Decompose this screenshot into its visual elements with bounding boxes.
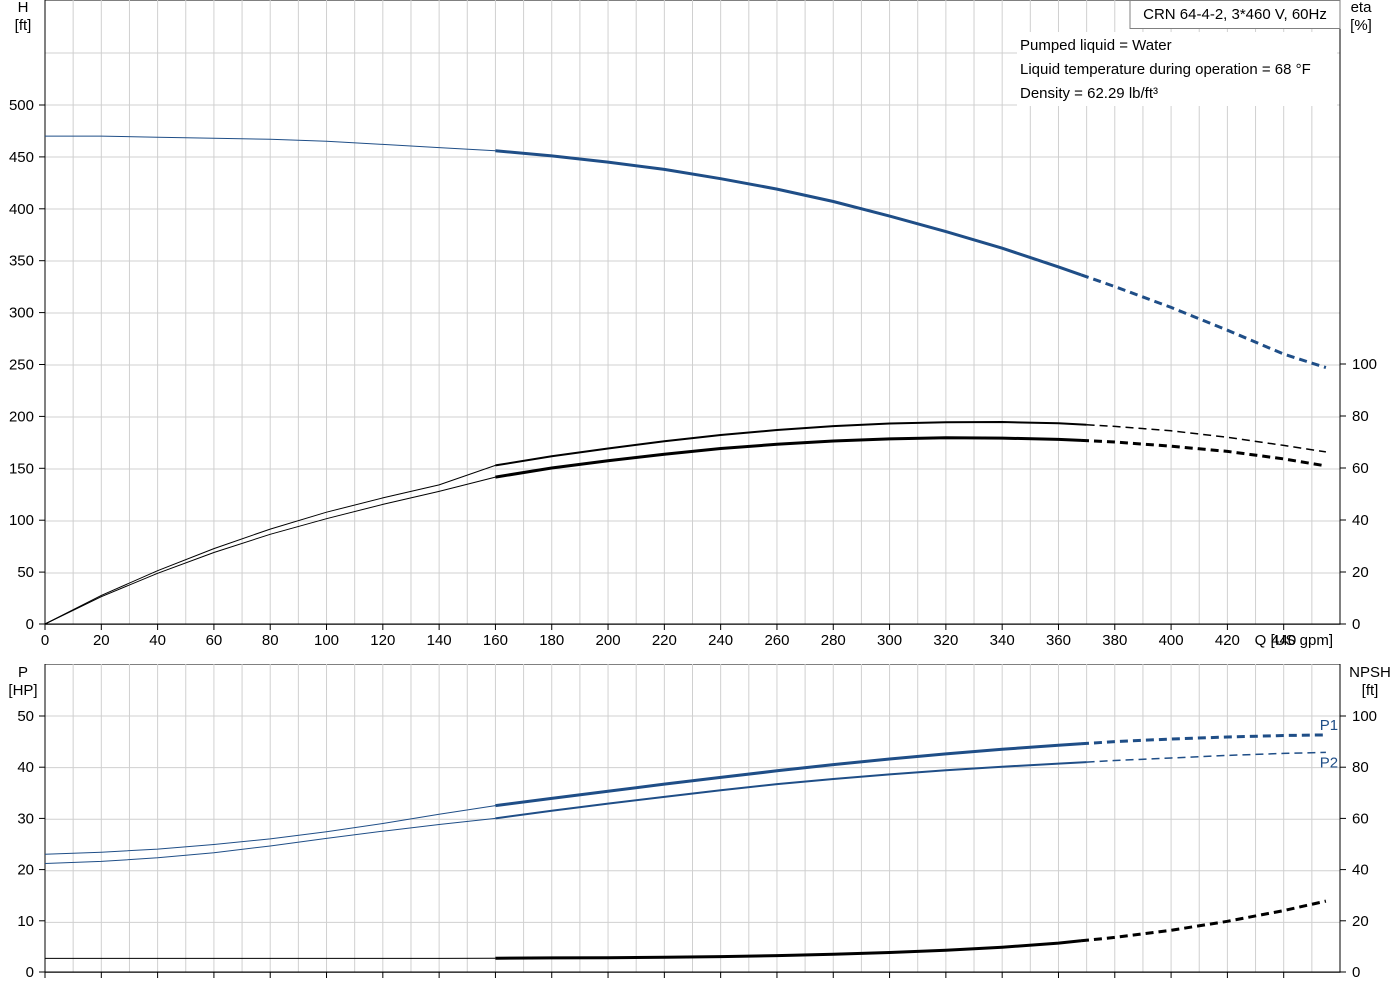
y-tick-label-right: 60 [1352, 810, 1369, 827]
y-tick-label-left: 10 [17, 913, 34, 930]
x-tick-label: 140 [427, 632, 452, 649]
y-tick-label-left: 200 [9, 408, 34, 425]
x-tick-label: 20 [93, 632, 110, 649]
x-tick-label: 220 [652, 632, 677, 649]
curve-p1-solid [495, 744, 1081, 806]
x-tick-label: 280 [821, 632, 846, 649]
y-tick-label-left: 50 [17, 564, 34, 581]
annotation-line: Liquid temperature during operation = 68… [1020, 61, 1311, 78]
y-tick-label-left: 0 [26, 964, 34, 981]
y-tick-label-left: 450 [9, 149, 34, 166]
curve-eta-lower-dashed [1081, 440, 1326, 466]
y-tick-label-left: 500 [9, 97, 34, 114]
y-tick-label-left: 300 [9, 305, 34, 322]
x-tick-label: 0 [41, 632, 49, 649]
y-tick-label-right: 40 [1352, 862, 1369, 879]
x-tick-label: 40 [149, 632, 166, 649]
x-tick-label: 180 [539, 632, 564, 649]
chart-title: CRN 64-4-2, 3*460 V, 60Hz [1143, 6, 1327, 23]
annotation-line: Pumped liquid = Water [1020, 37, 1172, 54]
x-tick-label: 260 [764, 632, 789, 649]
annotation-line: Density = 62.29 lb/ft³ [1020, 85, 1158, 102]
y-axis-label-right: [ft] [1362, 682, 1379, 699]
y-tick-label-right: 100 [1352, 356, 1377, 373]
series-label-p2: P2 [1320, 754, 1338, 771]
y-tick-label-left: 150 [9, 460, 34, 477]
curve-npsh-solid [495, 941, 1081, 958]
curve-eta-upper-dashed [1087, 425, 1326, 452]
x-tick-label: 100 [314, 632, 339, 649]
y-tick-label-right: 20 [1352, 564, 1369, 581]
y-tick-label-right: 100 [1352, 708, 1377, 725]
x-tick-label: 380 [1102, 632, 1127, 649]
y-tick-label-left: 0 [26, 616, 34, 633]
y-tick-label-right: 0 [1352, 616, 1360, 633]
y-tick-label-right: 80 [1352, 408, 1369, 425]
y-tick-label-left: 100 [9, 512, 34, 529]
curve-p2-dashed [1087, 752, 1326, 762]
x-tick-label: 160 [483, 632, 508, 649]
curve-eta-lower-solid [495, 438, 1081, 477]
x-tick-label: 240 [708, 632, 733, 649]
x-tick-label: 420 [1215, 632, 1240, 649]
curve-p1-dashed [1081, 735, 1326, 744]
y-tick-label-left: 350 [9, 253, 34, 270]
x-tick-label: 360 [1046, 632, 1071, 649]
y-tick-label-left: 30 [17, 810, 34, 827]
y-axis-label-right: [%] [1350, 17, 1372, 34]
y-tick-label-right: 0 [1352, 964, 1360, 981]
power-npsh-panel: 0 10 20 30 40 50 0 20 40 60 80 100 P[HP] NPSH[ft] P1 P2 [8, 664, 1390, 981]
y-tick-label-left: 20 [17, 862, 34, 879]
x-tick-label: 60 [206, 632, 223, 649]
y-tick-label-right: 80 [1352, 759, 1369, 776]
y-axis-label-left: H [18, 0, 29, 16]
y-axis-label-left: [ft] [15, 17, 32, 34]
x-axis-label: Q [US gpm] [1255, 632, 1333, 649]
x-tick-label: 200 [596, 632, 621, 649]
series-label-p1: P1 [1320, 717, 1338, 734]
y-tick-label-right: 40 [1352, 512, 1369, 529]
curve-head-dashed [1081, 275, 1326, 368]
y-axis-label-right: NPSH [1349, 664, 1391, 681]
curve-head-solid [495, 151, 1081, 275]
y-axis-label-right: eta [1351, 0, 1373, 16]
y-tick-label-right: 20 [1352, 913, 1369, 930]
y-tick-label-left: 50 [17, 708, 34, 725]
x-tick-label: 80 [262, 632, 279, 649]
x-tick-label: 320 [933, 632, 958, 649]
y-tick-label-left: 40 [17, 759, 34, 776]
x-tick-label: 120 [370, 632, 395, 649]
y-axis-label-left: P [18, 664, 28, 681]
y-tick-label-left: 250 [9, 357, 34, 374]
curve-npsh-dashed [1081, 901, 1326, 941]
x-tick-label: 300 [877, 632, 902, 649]
x-tick-label: 340 [990, 632, 1015, 649]
y-tick-label-left: 400 [9, 201, 34, 218]
x-tick-label: 400 [1159, 632, 1184, 649]
y-axis-label-left: [HP] [8, 682, 37, 699]
y-tick-label-right: 60 [1352, 460, 1369, 477]
